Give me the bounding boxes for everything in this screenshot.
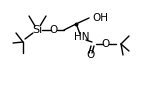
Text: O: O	[87, 50, 95, 60]
Text: HN: HN	[74, 32, 90, 42]
Text: O: O	[50, 25, 58, 35]
Text: OH: OH	[92, 13, 108, 23]
Text: O: O	[102, 39, 110, 49]
Text: Si: Si	[32, 25, 42, 35]
